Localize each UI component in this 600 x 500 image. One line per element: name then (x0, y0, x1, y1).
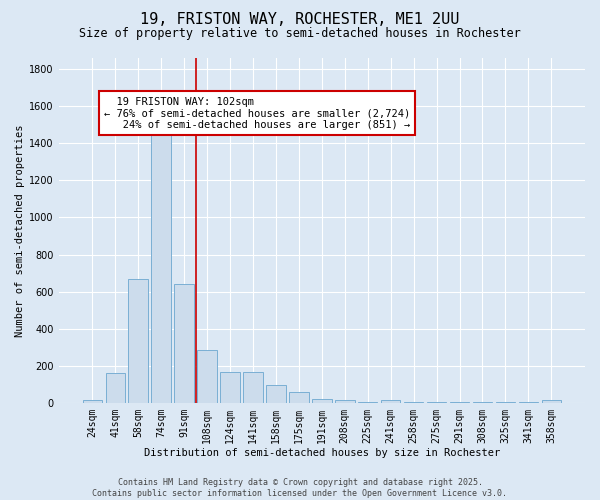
X-axis label: Distribution of semi-detached houses by size in Rochester: Distribution of semi-detached houses by … (144, 448, 500, 458)
Bar (128, 278, 148, 403)
Bar (220, 372, 240, 403)
Bar (83, 400, 102, 403)
Bar (473, 402, 492, 403)
Bar (151, 132, 171, 403)
Y-axis label: Number of semi-detached properties: Number of semi-detached properties (15, 124, 25, 336)
Text: Size of property relative to semi-detached houses in Rochester: Size of property relative to semi-detach… (79, 28, 521, 40)
Bar (358, 402, 377, 403)
Bar (335, 400, 355, 403)
Bar (542, 400, 561, 403)
Bar (427, 402, 446, 403)
Text: 19 FRISTON WAY: 102sqm
← 76% of semi-detached houses are smaller (2,724)
   24% : 19 FRISTON WAY: 102sqm ← 76% of semi-det… (104, 96, 410, 130)
Bar (381, 400, 400, 403)
Bar (496, 402, 515, 403)
Bar (404, 402, 424, 403)
Bar (106, 374, 125, 403)
Bar (197, 350, 217, 403)
Bar (243, 372, 263, 403)
Text: 19, FRISTON WAY, ROCHESTER, ME1 2UU: 19, FRISTON WAY, ROCHESTER, ME1 2UU (140, 12, 460, 28)
Bar (266, 384, 286, 403)
Bar (518, 402, 538, 403)
Bar (312, 398, 332, 403)
Bar (289, 392, 308, 403)
Bar (175, 284, 194, 403)
Text: Contains HM Land Registry data © Crown copyright and database right 2025.
Contai: Contains HM Land Registry data © Crown c… (92, 478, 508, 498)
Bar (450, 402, 469, 403)
